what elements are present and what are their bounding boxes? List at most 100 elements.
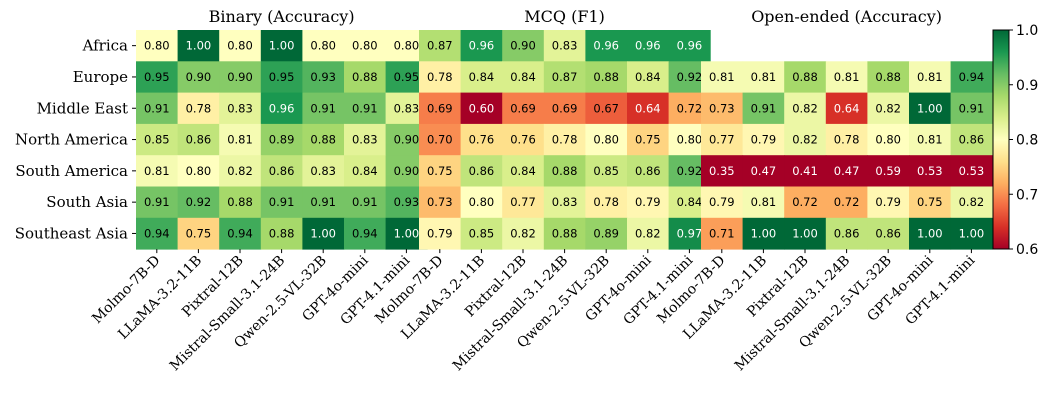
- cell-value-label: 0.95: [394, 70, 420, 84]
- heatmap-cell: [825, 123, 868, 156]
- heatmap-cell: [136, 92, 179, 125]
- cell-value-label: 0.80: [186, 164, 212, 178]
- cell-value-label: 0.82: [510, 226, 536, 240]
- heatmap-cell: [742, 155, 785, 187]
- cell-value-label: 0.80: [352, 39, 378, 53]
- cell-value-label: 0.83: [552, 39, 578, 53]
- colorbar-gradient: [992, 29, 1010, 250]
- heatmap-cell: [419, 30, 462, 62]
- heatmap-cell: [701, 217, 744, 250]
- heatmap-cell: [219, 217, 262, 250]
- cell-value-label: 0.69: [552, 101, 578, 115]
- cell-value-label: 0.79: [751, 133, 777, 147]
- cell-value-label: 0.83: [227, 101, 253, 115]
- heatmap-cell: [460, 30, 503, 62]
- heatmap-cell: [909, 61, 952, 94]
- cell-value-label: 0.91: [269, 195, 295, 209]
- heatmap-cell: [742, 217, 785, 250]
- cell-value-label: 0.73: [709, 101, 735, 115]
- heatmap-cell: [419, 217, 462, 250]
- cell-value-label: 0.90: [394, 164, 420, 178]
- cell-value-label: 0.97: [677, 226, 703, 240]
- cell-value-label: 0.78: [552, 133, 578, 147]
- heatmap-cell: [784, 92, 827, 125]
- heatmap-cell: [585, 217, 628, 250]
- cell-value-label: 0.47: [834, 164, 860, 178]
- heatmap-cell: [302, 186, 345, 219]
- heatmap-cell: [419, 155, 462, 187]
- heatmap-cell: [784, 155, 827, 187]
- cell-value-label: 0.96: [677, 39, 703, 53]
- heatmap-cell: [825, 92, 868, 125]
- cell-value-label: 0.91: [352, 101, 378, 115]
- y-tick-label: Southeast Asia: [15, 224, 128, 242]
- heatmap-cell: [460, 217, 503, 250]
- heatmap-cell: [502, 217, 545, 250]
- heatmap-cell: [419, 123, 462, 156]
- cell-value-label: 1.00: [269, 39, 295, 53]
- cell-value-label: 0.79: [875, 195, 901, 209]
- heatmap-cell: [585, 61, 628, 94]
- heatmap-cell: [260, 30, 303, 62]
- cell-value-label: 0.89: [593, 226, 619, 240]
- heatmap-cell: [219, 155, 262, 187]
- heatmap-cell: [909, 155, 952, 187]
- cell-value-label: 0.41: [792, 164, 818, 178]
- heatmap-cell: [742, 61, 785, 94]
- heatmap-cell: [177, 123, 220, 156]
- y-tick-label: Middle East: [37, 99, 128, 117]
- cell-value-label: 0.83: [352, 133, 378, 147]
- heatmap-cell: [543, 155, 586, 187]
- cell-value-label: 0.91: [310, 195, 336, 209]
- heatmap-cell: [909, 217, 952, 250]
- heatmap-cell: [784, 61, 827, 94]
- heatmap-cell: [950, 217, 993, 250]
- cell-value-label: 0.88: [552, 164, 578, 178]
- heatmap-cell: [867, 61, 910, 94]
- heatmap-cell: [260, 61, 303, 94]
- cell-value-label: 0.82: [792, 101, 818, 115]
- panel-2: MCQ (F1) 0.87 0.96 0.90 0.83 0.96 0.96 0.96 0.78…: [372, 7, 711, 374]
- panel-title: Open-ended (Accuracy): [751, 7, 942, 26]
- heatmap-cell: [543, 217, 586, 250]
- cell-value-label: 0.80: [310, 39, 336, 53]
- cell-value-label: 0.87: [427, 39, 453, 53]
- cell-value-label: 0.80: [227, 39, 253, 53]
- heatmap-cell: [950, 92, 993, 125]
- heatmap-cell: [260, 186, 303, 219]
- cell-value-label: 0.80: [144, 39, 170, 53]
- heatmap-cell: [502, 186, 545, 219]
- cell-value-label: 0.95: [269, 70, 295, 84]
- cell-value-label: 1.00: [792, 226, 818, 240]
- heatmap-cell: [543, 92, 586, 125]
- heatmap-cell: [136, 61, 179, 94]
- cell-value-label: 0.84: [635, 70, 661, 84]
- cell-value-label: 0.84: [510, 70, 536, 84]
- cell-value-label: 0.84: [352, 164, 378, 178]
- heatmap-cell: [867, 123, 910, 156]
- cell-value-label: 0.83: [310, 164, 336, 178]
- cell-value-label: 1.00: [186, 39, 212, 53]
- y-tick-label: South America: [15, 162, 128, 180]
- heatmap-cell: [585, 155, 628, 187]
- heatmap-cell: [344, 186, 387, 219]
- heatmap-cell: [460, 123, 503, 156]
- cell-value-label: 0.91: [310, 101, 336, 115]
- heatmap-cell: [260, 217, 303, 250]
- cell-value-label: 0.67: [593, 101, 619, 115]
- cell-value-label: 0.90: [394, 133, 420, 147]
- cell-value-label: 0.96: [269, 101, 295, 115]
- heatmap-cell: [219, 61, 262, 94]
- cell-value-label: 0.53: [917, 164, 943, 178]
- heatmap-cell: [344, 155, 387, 187]
- heatmap-cell: [825, 217, 868, 250]
- heatmap-cell: [742, 123, 785, 156]
- heatmap-cell: [627, 217, 670, 250]
- cell-value-label: 0.94: [352, 226, 378, 240]
- heatmap-cell: [136, 30, 179, 62]
- heatmap-cell: [302, 155, 345, 187]
- heatmap-cell: [502, 92, 545, 125]
- heatmap-cell: [543, 30, 586, 62]
- cell-value-label: 1.00: [917, 226, 943, 240]
- cell-value-label: 0.82: [875, 101, 901, 115]
